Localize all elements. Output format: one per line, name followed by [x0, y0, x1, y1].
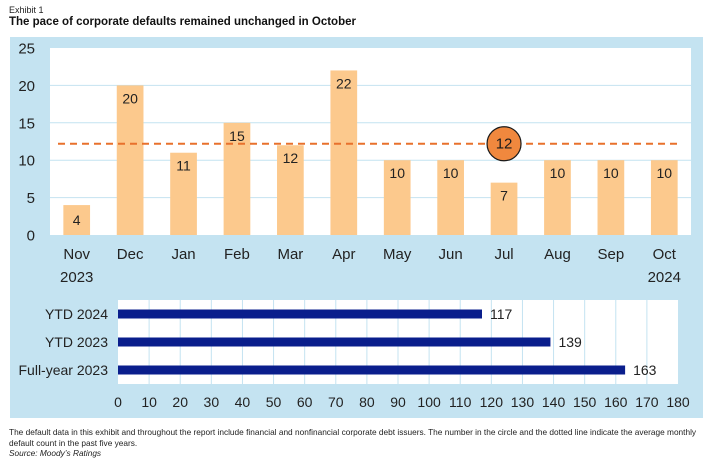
- bar-value-label: 15: [229, 128, 245, 144]
- x-tick-label: 80: [359, 394, 375, 410]
- x-tick-label: 90: [390, 394, 406, 410]
- x-tick-label: 40: [235, 394, 251, 410]
- bar-value-label: 22: [336, 75, 352, 91]
- y-tick-label: 10: [18, 153, 35, 170]
- x-year-label: 2024: [648, 269, 681, 286]
- source-text: Source: Moody’s Ratings: [9, 448, 699, 459]
- bar: [330, 70, 357, 235]
- bar-value-label: 10: [603, 165, 619, 181]
- x-tick-label: Oct: [653, 246, 677, 263]
- chart-canvas: 0 5 10 15 20 25 4 Nov 20 Dec 11 Jan 15 Feb 12 Mar 22 Apr 1…: [10, 37, 703, 418]
- x-tick-label: 60: [297, 394, 313, 410]
- x-tick-label: 70: [328, 394, 344, 410]
- bar-value-label: 139: [558, 334, 582, 350]
- x-tick-label: 110: [449, 394, 472, 410]
- bar: [117, 85, 144, 235]
- y-tick-label: 5: [27, 190, 35, 207]
- bar-value-label: 7: [500, 188, 508, 204]
- chart-title: The pace of corporate defaults remained …: [9, 16, 356, 28]
- horizontal-bar: [118, 310, 482, 319]
- x-tick-label: 50: [266, 394, 282, 410]
- x-tick-label: Jul: [494, 246, 513, 263]
- x-tick-label: 150: [573, 394, 597, 410]
- x-tick-label: May: [383, 246, 412, 263]
- footnote-text: The default data in this exhibit and thr…: [9, 427, 696, 448]
- x-tick-label: 20: [172, 394, 188, 410]
- chart-panel: 0 5 10 15 20 25 4 Nov 20 Dec 11 Jan 15 Feb 12 Mar 22 Apr 1…: [10, 37, 703, 418]
- category-label: YTD 2024: [45, 306, 108, 322]
- x-tick-label: Feb: [224, 246, 250, 263]
- bar-value-label: 10: [550, 165, 566, 181]
- plot-area: [50, 48, 691, 235]
- x-tick-label: Jan: [171, 246, 195, 263]
- y-tick-label: 25: [18, 41, 35, 58]
- x-tick-label: 180: [666, 394, 690, 410]
- x-tick-label: 0: [114, 394, 122, 410]
- x-tick-label: 100: [417, 394, 441, 410]
- average-label: 12: [496, 136, 513, 153]
- bar-value-label: 20: [122, 90, 138, 106]
- x-tick-label: 170: [635, 394, 659, 410]
- bar-value-label: 4: [73, 212, 81, 228]
- y-tick-label: 20: [18, 78, 35, 95]
- x-tick-label: Mar: [277, 246, 303, 263]
- x-tick-label: 10: [141, 394, 157, 410]
- bar-value-label: 10: [657, 165, 673, 181]
- exhibit-label: Exhibit 1: [9, 5, 44, 15]
- x-tick-label: Aug: [544, 246, 571, 263]
- bar-value-label: 117: [490, 306, 513, 322]
- category-label: YTD 2023: [45, 334, 108, 350]
- horizontal-bar: [118, 366, 625, 375]
- x-tick-label: 130: [511, 394, 535, 410]
- y-tick-label: 15: [18, 115, 35, 132]
- footnote: The default data in this exhibit and thr…: [9, 427, 699, 459]
- y-tick-label: 0: [27, 228, 35, 245]
- x-tick-label: Nov: [63, 246, 90, 263]
- bar-value-label: 12: [283, 150, 299, 166]
- x-tick-label: Apr: [332, 246, 355, 263]
- horizontal-bar: [118, 338, 550, 347]
- bar-value-label: 163: [633, 362, 657, 378]
- bar-value-label: 10: [443, 165, 459, 181]
- x-tick-label: 30: [204, 394, 220, 410]
- bar-value-label: 10: [389, 165, 405, 181]
- x-tick-label: Jun: [439, 246, 463, 263]
- category-label: Full-year 2023: [19, 362, 109, 378]
- x-tick-label: Dec: [117, 246, 144, 263]
- x-tick-label: Sep: [598, 246, 625, 263]
- x-year-label: 2023: [60, 269, 93, 286]
- x-tick-label: 160: [604, 394, 628, 410]
- x-tick-label: 140: [542, 394, 566, 410]
- x-tick-label: 120: [480, 394, 504, 410]
- bar-value-label: 11: [176, 158, 191, 174]
